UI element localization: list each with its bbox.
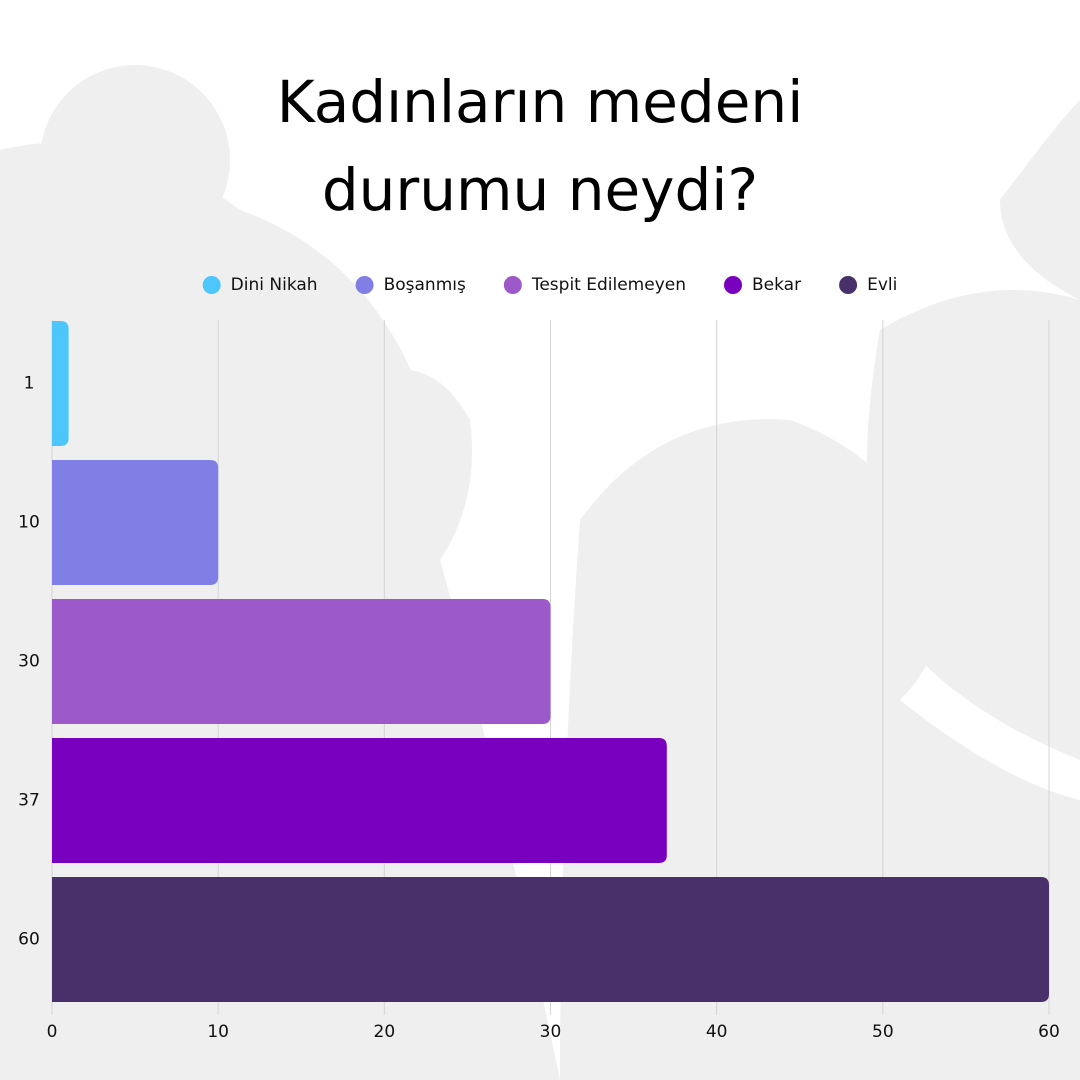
bar [52,460,219,585]
bar [52,738,667,863]
bar [52,599,551,724]
legend-marker [355,276,374,294]
legend-marker [839,276,858,294]
y-tick-label: 60 [18,930,40,950]
legend-label: Tespit Edilemeyen [531,275,686,295]
legend-label: Boşanmış [384,275,466,295]
chart-title: Kadınların medeni durumu neydi? [276,68,804,224]
legend-label: Evli [867,275,897,295]
legend-marker [202,276,221,294]
legend-label: Bekar [752,275,801,295]
x-tick-label: 0 [47,1022,58,1042]
y-tick-label: 30 [18,652,40,672]
y-tick-label: 1 [24,374,35,394]
legend-marker [724,276,742,294]
y-tick-label: 10 [18,513,40,533]
y-tick-label: 37 [18,791,40,811]
x-tick-label: 30 [540,1022,562,1042]
x-tick-label: 50 [872,1022,894,1042]
x-tick-label: 60 [1038,1022,1060,1042]
x-tick-label: 40 [706,1022,728,1042]
bar [52,321,69,446]
legend: Dini Nikah Boşanmış Tespit Edilemeyen Bekar… [202,275,897,295]
legend-label: Dini Nikah [231,275,318,295]
x-tick-label: 20 [374,1022,396,1042]
legend-marker [503,276,522,294]
x-tick-label: 10 [207,1022,229,1042]
bar [52,877,1049,1002]
